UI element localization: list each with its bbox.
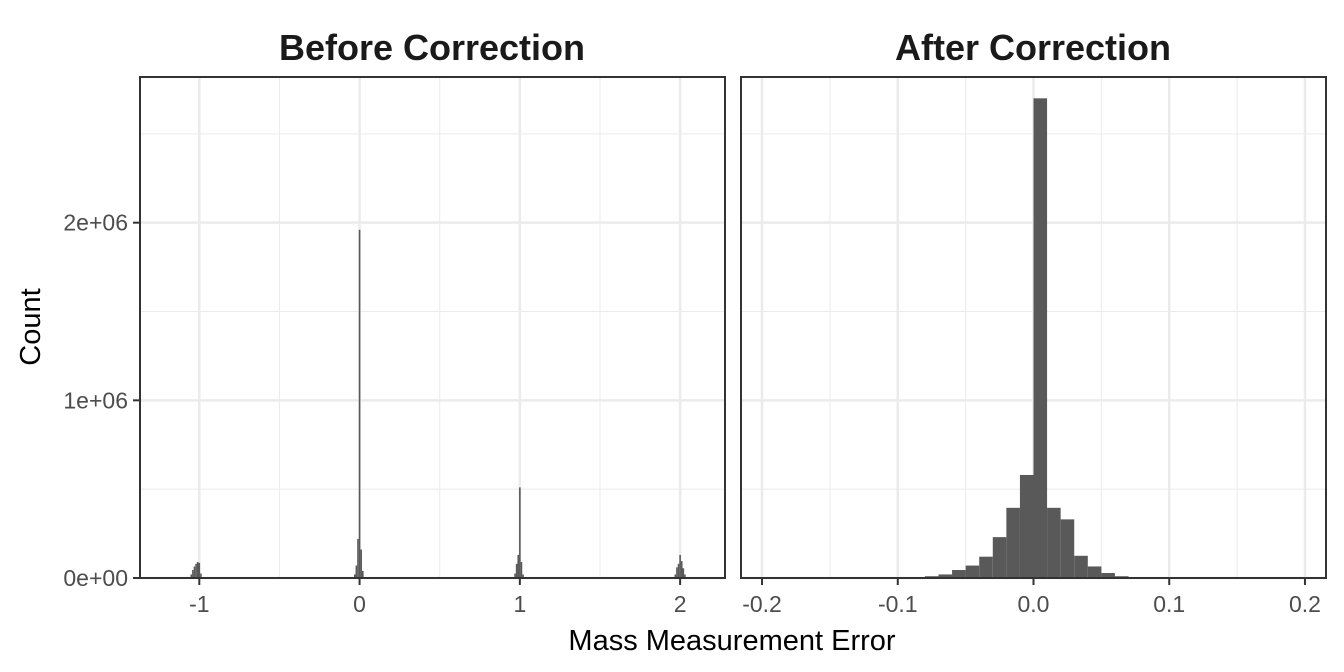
histogram-bar <box>979 556 993 578</box>
histogram-bars <box>190 229 686 578</box>
y-tick-label: 2e+06 <box>63 210 128 236</box>
histogram-bars <box>924 98 1143 578</box>
histogram-bar <box>679 554 681 578</box>
histogram-bar <box>1060 519 1075 578</box>
histogram-bar <box>361 570 364 578</box>
panel-before-correction: Before Correction -1 0 1 2 <box>139 27 726 617</box>
x-tick-label: 2 <box>674 591 687 617</box>
histogram-bar <box>515 563 518 578</box>
y-tick-label: 1e+06 <box>63 387 128 413</box>
histogram-bar <box>196 562 199 578</box>
histogram-bar <box>676 567 678 578</box>
x-tick-label: -0.2 <box>742 591 782 617</box>
x-tick-label: 0.1 <box>1153 591 1185 617</box>
histogram-bar <box>992 537 1007 578</box>
y-axis: 0e+00 1e+06 2e+06 <box>63 210 140 591</box>
histogram-bar <box>952 570 966 578</box>
histogram-bar <box>517 554 520 578</box>
x-axis-title: Mass Measurement Error <box>568 625 895 657</box>
histogram-bar <box>358 229 361 578</box>
x-tick-label: 0 <box>353 591 366 617</box>
histogram-bar <box>200 573 202 578</box>
x-tick-label: 0.0 <box>1018 591 1050 617</box>
histogram-bar <box>682 568 685 578</box>
histogram-bar <box>198 562 201 578</box>
histogram-bar <box>1033 98 1048 578</box>
histogram-bar <box>357 538 359 578</box>
histogram-bar <box>190 574 193 578</box>
histogram-bar <box>519 487 521 578</box>
histogram-bar <box>353 574 356 578</box>
histogram-bar <box>965 565 980 578</box>
histogram-bar <box>195 563 197 578</box>
histogram-bar <box>360 549 362 578</box>
x-tick-label: -0.1 <box>878 591 918 617</box>
x-tick-label: 1 <box>513 591 526 617</box>
histogram-bar <box>1074 555 1088 578</box>
histogram-bar <box>193 566 196 578</box>
histogram-bar <box>520 562 523 578</box>
panel-after-correction: After Correction -0.2 -0.1 0.0 0.1 0.2 <box>740 27 1327 617</box>
histogram-bar <box>192 570 194 578</box>
histogram-bar <box>677 563 680 578</box>
panel-border <box>139 76 726 579</box>
histogram-bar <box>522 574 524 578</box>
histogram-bar <box>680 561 683 578</box>
y-tick-label: 0e+00 <box>63 565 128 591</box>
histogram-bar <box>938 574 953 578</box>
histogram-bar <box>355 565 358 578</box>
histogram-bar <box>1101 573 1115 578</box>
histogram-bar <box>1047 507 1061 578</box>
x-tick-label: -1 <box>189 591 209 617</box>
x-tick-label: 0.2 <box>1289 591 1321 617</box>
histogram-bar <box>674 574 677 578</box>
panel-title-after-correction: After Correction <box>895 27 1171 68</box>
histogram-bar <box>684 574 686 578</box>
histogram-bar <box>1006 507 1020 578</box>
histogram-bar <box>514 573 516 578</box>
y-axis-title: Count <box>15 288 47 365</box>
panel-title-before-correction: Before Correction <box>279 27 585 68</box>
histogram-bar <box>1087 566 1102 578</box>
histogram-bar <box>1019 474 1034 578</box>
